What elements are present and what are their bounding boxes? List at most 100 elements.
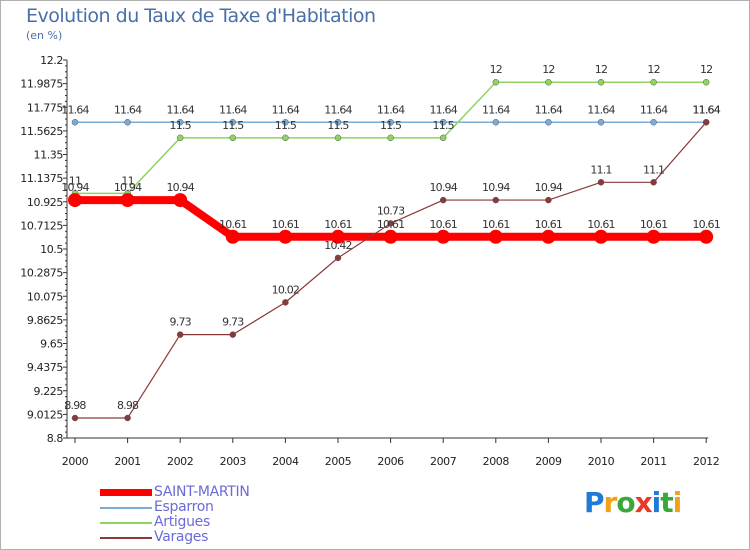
legend-swatch-saint-martin [100, 489, 152, 496]
data-label-saint-martin: 10.61 [219, 218, 247, 231]
data-label-artigues: 11.5 [327, 119, 349, 132]
data-point-saint-martin [331, 229, 345, 244]
data-label-artigues: 12 [490, 63, 502, 76]
legend-swatch-esparron [100, 507, 152, 509]
data-label-varages: 11.1 [643, 163, 664, 176]
data-label-esparron: 11.64 [219, 103, 247, 116]
data-label-varages: 10.73 [377, 204, 405, 217]
data-label-saint-martin: 10.61 [324, 218, 352, 231]
x-tick-label: 2000 [62, 455, 89, 468]
x-tick-label: 2004 [272, 455, 299, 468]
logo-letter: o [616, 486, 635, 519]
data-label-varages: 11.64 [692, 103, 720, 116]
data-point-artigues [597, 78, 605, 86]
data-point-varages [597, 179, 605, 186]
data-point-esparron [71, 119, 79, 126]
x-tick-label: 2008 [483, 455, 510, 468]
data-label-esparron: 11.64 [692, 103, 720, 116]
data-label-esparron: 11.64 [587, 103, 615, 116]
data-label-artigues: 11.5 [275, 119, 297, 132]
data-label-varages: 10.94 [535, 181, 563, 194]
data-point-varages [545, 196, 552, 204]
data-point-esparron [650, 119, 657, 126]
data-point-artigues [439, 134, 447, 142]
data-point-saint-martin [594, 229, 608, 244]
x-tick-label: 2007 [430, 455, 457, 468]
y-tick-label: 9.65 [40, 338, 63, 351]
data-point-varages [282, 299, 289, 306]
chart-title: Evolution du Taux de Taxe d'Habitation [26, 5, 376, 27]
y-tick-label: 11.775 [27, 101, 63, 114]
data-label-varages: 9.73 [170, 316, 192, 329]
data-point-artigues [334, 134, 342, 142]
unit-label: (en %) [26, 29, 63, 42]
y-tick-label: 9.8625 [27, 314, 63, 327]
y-tick-label: 10.7125 [20, 219, 63, 232]
data-label-esparron: 11.64 [640, 103, 668, 116]
data-point-artigues [282, 134, 289, 142]
data-label-esparron: 11.64 [535, 103, 563, 116]
series-esparron [71, 119, 710, 126]
x-tick-label: 2012 [693, 455, 719, 468]
data-label-varages: 10.94 [429, 181, 457, 194]
legend-label-saint-martin: SAINT-MARTIN [154, 484, 250, 500]
data-label-saint-martin: 10.61 [377, 218, 405, 231]
data-point-artigues [545, 78, 552, 86]
data-point-artigues [387, 134, 394, 142]
data-label-esparron: 11.64 [482, 103, 510, 116]
legend-swatch-varages [100, 537, 152, 539]
data-point-esparron [176, 119, 184, 126]
data-point-varages [439, 196, 447, 204]
logo-letter: P [584, 486, 605, 519]
x-tick-label: 2001 [114, 455, 140, 468]
legend-label-esparron: Esparron [154, 499, 214, 515]
data-label-varages: 11.1 [590, 163, 611, 176]
y-tick-label: 8.8 [47, 432, 64, 445]
data-point-artigues [702, 78, 710, 86]
data-point-esparron [124, 119, 131, 126]
series-varages [71, 119, 710, 422]
data-point-esparron [334, 119, 342, 126]
data-point-saint-martin [173, 193, 188, 208]
data-point-saint-martin [120, 193, 135, 208]
x-tick-label: 2011 [640, 455, 666, 468]
data-point-varages [702, 119, 710, 126]
y-tick-label: 11.35 [34, 149, 64, 162]
data-label-saint-martin: 10.61 [692, 218, 720, 231]
data-label-artigues: 12 [595, 63, 607, 76]
data-point-saint-martin [541, 229, 556, 244]
x-tick-label: 2005 [325, 455, 352, 468]
data-label-artigues: 11.5 [222, 119, 244, 132]
data-point-saint-martin [225, 229, 240, 244]
data-point-artigues [492, 78, 500, 86]
data-label-artigues: 12 [647, 63, 659, 76]
y-tick-label: 9.4375 [27, 361, 63, 374]
data-point-esparron [387, 119, 394, 126]
data-point-saint-martin [488, 229, 503, 244]
y-tick-label: 10.2875 [20, 267, 63, 280]
x-tick-label: 2002 [167, 455, 193, 468]
data-label-saint-martin: 10.61 [272, 218, 300, 231]
logo-letter: t [660, 486, 673, 519]
data-label-saint-martin: 10.94 [166, 181, 194, 194]
data-label-esparron: 11.64 [166, 103, 194, 116]
data-point-saint-martin [68, 193, 82, 208]
data-point-varages [176, 331, 184, 338]
data-point-esparron [282, 119, 289, 126]
data-label-saint-martin: 10.94 [61, 181, 89, 194]
x-tick-label: 2010 [588, 455, 615, 468]
data-label-esparron: 11.64 [61, 103, 89, 116]
data-label-varages: 8.98 [64, 399, 86, 412]
data-point-esparron [545, 119, 552, 126]
y-tick-label: 11.5625 [20, 125, 63, 138]
data-label-esparron: 11.64 [377, 103, 405, 116]
data-label-artigues: 11.5 [380, 119, 402, 132]
data-label-saint-martin: 10.61 [587, 218, 615, 231]
data-point-saint-martin [383, 229, 398, 244]
data-label-artigues: 12 [542, 63, 554, 76]
y-tick-label: 9.0125 [27, 408, 63, 421]
data-point-artigues [229, 134, 237, 142]
x-tick-label: 2003 [220, 455, 247, 468]
data-point-saint-martin [278, 229, 293, 244]
